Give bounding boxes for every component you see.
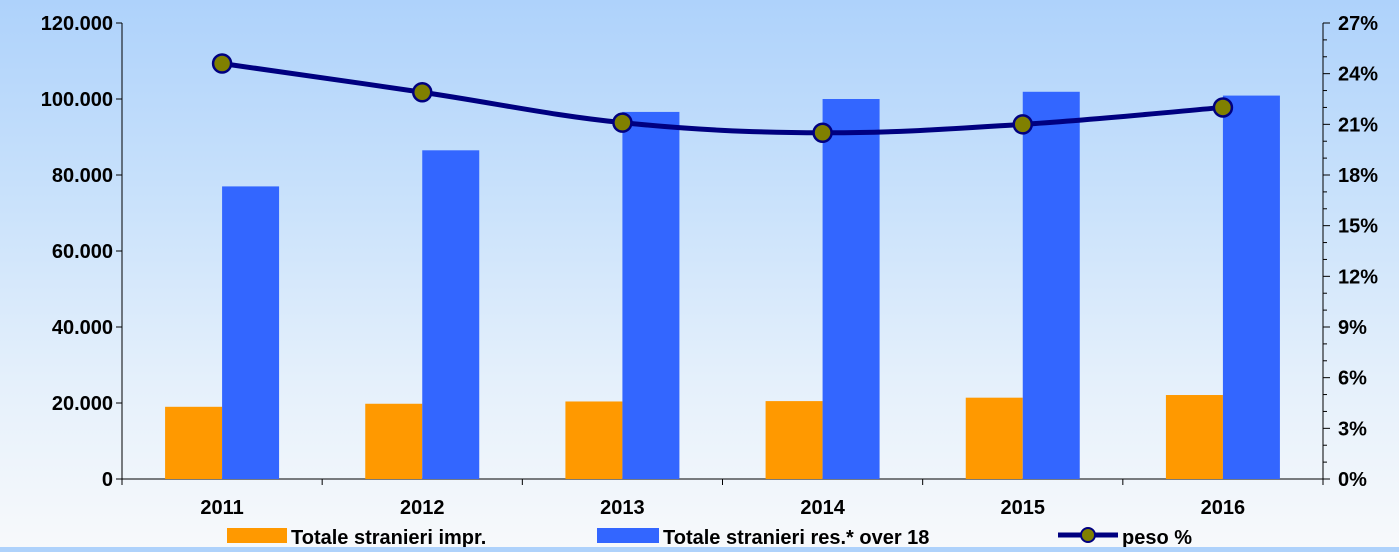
left-tick-label: 80.000 [52, 165, 113, 187]
peso-point [1012, 114, 1033, 135]
left-tick-label: 20.000 [52, 393, 113, 415]
right-tick-label: 0% [1338, 469, 1367, 491]
right-tick-label: 27% [1338, 13, 1378, 35]
left-tick-label: 100.000 [41, 89, 113, 111]
right-tick-label: 24% [1338, 64, 1378, 86]
peso-line [221, 61, 1224, 136]
right-tick-label: 3% [1338, 418, 1367, 440]
left-tick-label: 60.000 [52, 241, 113, 263]
x-tick-label: 2016 [1201, 497, 1246, 519]
x-tick-label: 2014 [800, 497, 845, 519]
left-tick-label: 120.000 [41, 13, 113, 35]
bar-stranieri-res [622, 111, 680, 480]
bar-stranieri-impr [965, 397, 1023, 479]
right-tick-label: 18% [1338, 165, 1378, 187]
bar-stranieri-res [1222, 95, 1280, 479]
x-tick-label: 2015 [1001, 497, 1046, 519]
right-tick-label: 21% [1338, 114, 1378, 136]
left-tick-label: 40.000 [52, 317, 113, 339]
bar-stranieri-impr [565, 401, 623, 479]
bar-stranieri-impr [1165, 395, 1223, 479]
legend-label-peso: peso % [1122, 527, 1192, 547]
legend: Totale stranieri impr. Totale stranieri r… [227, 527, 1192, 549]
bar-stranieri-impr [165, 406, 223, 479]
peso-point [812, 122, 833, 144]
peso-point [1212, 97, 1234, 118]
bar-stranieri-impr [365, 403, 423, 479]
legend-swatch-stranieri-res [597, 528, 659, 543]
right-tick-label: 12% [1338, 266, 1378, 288]
left-tick-label: 0 [102, 469, 113, 491]
bar-stranieri-res [222, 186, 280, 479]
peso-point [211, 53, 233, 74]
legend-swatch-stranieri-impr [227, 528, 287, 543]
right-tick-label: 15% [1338, 216, 1378, 238]
right-tick-label: 9% [1338, 317, 1367, 339]
bar-stranieri-res [422, 150, 480, 480]
axes: 0 20.000 40.000 60.000 80.000 100.000 120.000 0… [41, 13, 1379, 519]
bar-stranieri-impr [765, 401, 823, 479]
right-tick-label: 6% [1338, 368, 1367, 390]
line-series [211, 53, 1234, 144]
x-tick-label: 2013 [600, 497, 645, 519]
legend-label-stranieri-res: Totale stranieri res.* over 18 [663, 527, 929, 547]
legend-swatch-peso-marker [1080, 527, 1096, 543]
bars [165, 91, 1280, 480]
bar-stranieri-res [822, 99, 880, 479]
x-tick-label: 2011 [200, 497, 243, 519]
peso-point [412, 81, 433, 103]
x-tick-label: 2012 [400, 497, 445, 519]
peso-point [612, 112, 633, 133]
legend-label-stranieri-impr: Totale stranieri impr. [291, 527, 486, 547]
bar-stranieri-res [1022, 91, 1080, 479]
